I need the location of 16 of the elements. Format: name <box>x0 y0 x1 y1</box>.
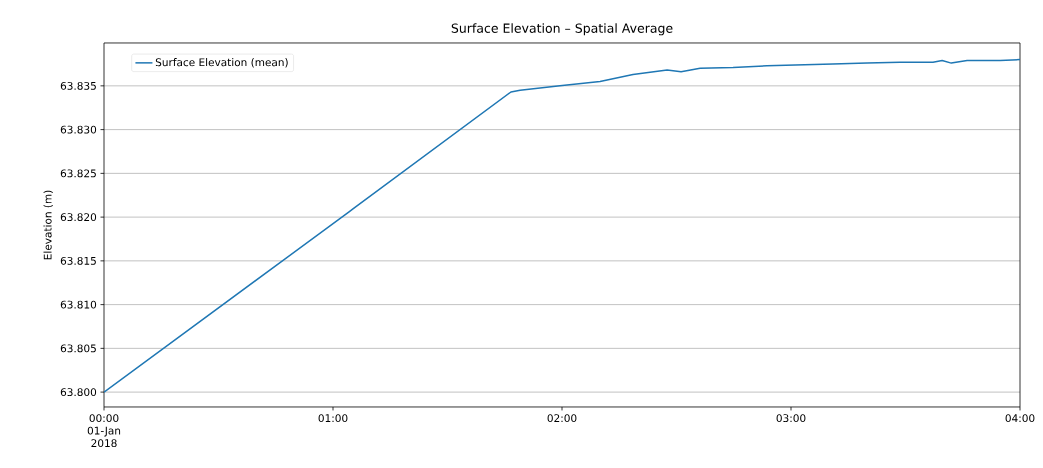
x-tick-label: 00:00 01-Jan 2018 <box>87 414 121 448</box>
y-tick-label: 63.835 <box>60 81 96 90</box>
y-tick-label: 63.830 <box>60 125 97 134</box>
y-tick-label: 63.820 <box>60 213 97 222</box>
y-axis-title: Elevation (m) <box>43 190 53 260</box>
chart-title: Surface Elevation – Spatial Average <box>451 23 673 36</box>
x-tick-label: 03:00 <box>776 414 806 423</box>
y-tick-label: 63.815 <box>60 256 96 265</box>
y-tick-label: 63.805 <box>60 344 96 353</box>
x-tick-label: 02:00 <box>547 414 577 423</box>
y-tick-label: 63.810 <box>60 300 97 309</box>
y-tick-label: 63.825 <box>60 169 96 178</box>
x-tick-label: 01:00 <box>318 414 348 423</box>
legend-label: Surface Elevation (mean) <box>155 58 288 68</box>
x-tick-label: 04:00 <box>1005 414 1035 423</box>
y-tick-label: 63.800 <box>60 388 97 397</box>
